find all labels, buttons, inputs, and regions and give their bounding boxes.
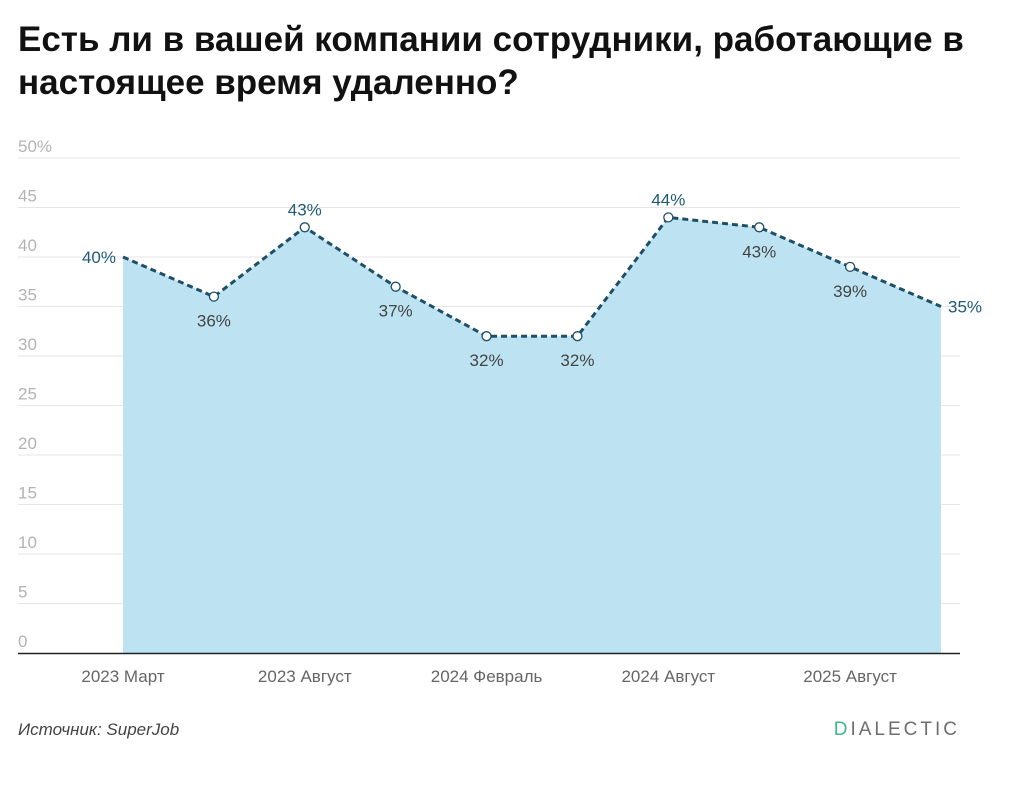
data-point <box>754 222 765 233</box>
data-label: 35% <box>948 298 982 317</box>
series-line <box>122 215 942 338</box>
data-point <box>844 261 856 273</box>
y-tick-label: 25 <box>18 385 37 404</box>
x-tick-label: 2024 Август <box>621 667 715 686</box>
y-tick-label: 5 <box>18 583 27 602</box>
data-label: 40% <box>82 248 116 267</box>
x-tick-label: 2023 Март <box>81 667 164 686</box>
source-note: Источник: SuperJob <box>18 720 180 739</box>
data-label: 39% <box>833 282 867 301</box>
y-axis-ticks: 0 5 10 15 20 25 30 35 40 45 50% <box>18 137 52 651</box>
data-label: 37% <box>379 302 413 321</box>
series-line-layer <box>122 215 942 338</box>
y-tick-label: 15 <box>18 484 37 503</box>
data-label: 32% <box>470 351 504 370</box>
x-tick-label: 2025 Август <box>803 667 897 686</box>
y-tick-label: 40 <box>18 236 37 255</box>
brand-logo: DIALECTIC <box>834 719 960 741</box>
brand-logo-first-letter: D <box>833 719 851 740</box>
data-point <box>572 331 583 342</box>
data-label: 36% <box>197 312 231 331</box>
x-tick-label: 2023 Август <box>258 667 352 686</box>
y-tick-label: 35 <box>18 286 37 305</box>
area-fill <box>123 217 941 653</box>
y-tick-label: 20 <box>18 434 37 453</box>
data-point <box>299 222 310 233</box>
data-label: 44% <box>651 190 685 209</box>
data-points <box>208 212 856 342</box>
y-tick-label: 10 <box>18 533 37 552</box>
data-point <box>481 331 492 342</box>
y-tick-label: 50% <box>18 137 52 156</box>
data-label: 43% <box>742 242 776 261</box>
y-tick-label: 45 <box>18 187 37 206</box>
data-labels: 40% 36% 43% 37% 32% 32% 44% 43% 39% 35% <box>82 190 982 370</box>
data-point <box>390 281 401 292</box>
brand-logo-rest: IALECTIC <box>850 719 960 740</box>
x-axis-ticks: 2023 Март 2023 Август 2024 Февраль 2024 Авг… <box>81 667 897 686</box>
data-label: 32% <box>560 351 594 370</box>
y-tick-label: 0 <box>18 632 27 651</box>
x-tick-label: 2024 Февраль <box>431 667 543 686</box>
data-point <box>663 212 674 223</box>
area-fill-layer <box>123 217 941 653</box>
data-label: 43% <box>288 200 322 219</box>
y-tick-label: 30 <box>18 335 37 354</box>
data-point <box>208 291 220 302</box>
page-title: Есть ли в вашей компании сотрудники, раб… <box>18 20 964 102</box>
